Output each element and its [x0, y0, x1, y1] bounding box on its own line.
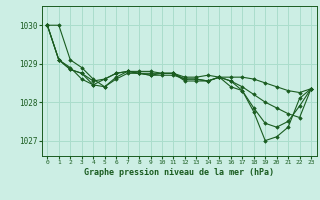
X-axis label: Graphe pression niveau de la mer (hPa): Graphe pression niveau de la mer (hPa) — [84, 168, 274, 177]
